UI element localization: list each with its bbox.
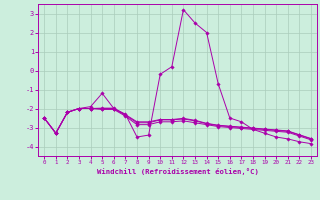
X-axis label: Windchill (Refroidissement éolien,°C): Windchill (Refroidissement éolien,°C) — [97, 168, 259, 175]
